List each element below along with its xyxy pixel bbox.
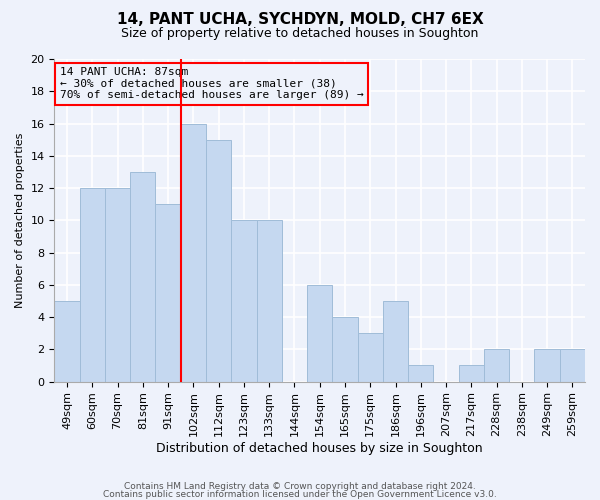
Bar [55, 301, 80, 382]
Y-axis label: Number of detached properties: Number of detached properties [15, 132, 25, 308]
Bar [332, 317, 358, 382]
Bar [484, 350, 509, 382]
X-axis label: Distribution of detached houses by size in Soughton: Distribution of detached houses by size … [157, 442, 483, 455]
Bar [560, 350, 585, 382]
Text: Contains public sector information licensed under the Open Government Licence v3: Contains public sector information licen… [103, 490, 497, 499]
Bar [458, 366, 484, 382]
Text: 14, PANT UCHA, SYCHDYN, MOLD, CH7 6EX: 14, PANT UCHA, SYCHDYN, MOLD, CH7 6EX [116, 12, 484, 28]
Text: Contains HM Land Registry data © Crown copyright and database right 2024.: Contains HM Land Registry data © Crown c… [124, 482, 476, 491]
Bar [130, 172, 155, 382]
Bar [383, 301, 408, 382]
Bar [105, 188, 130, 382]
Bar [80, 188, 105, 382]
Bar [206, 140, 231, 382]
Bar [231, 220, 257, 382]
Bar [358, 333, 383, 382]
Bar [257, 220, 282, 382]
Bar [307, 285, 332, 382]
Bar [535, 350, 560, 382]
Bar [181, 124, 206, 382]
Bar [155, 204, 181, 382]
Text: Size of property relative to detached houses in Soughton: Size of property relative to detached ho… [121, 28, 479, 40]
Text: 14 PANT UCHA: 87sqm
← 30% of detached houses are smaller (38)
70% of semi-detach: 14 PANT UCHA: 87sqm ← 30% of detached ho… [60, 67, 364, 100]
Bar [408, 366, 433, 382]
